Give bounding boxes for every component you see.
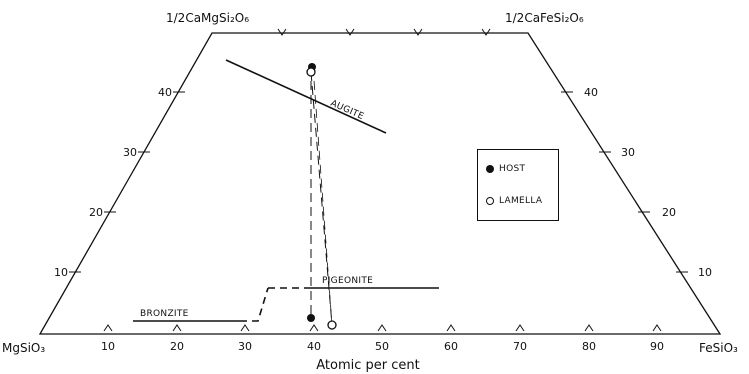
augite-line (225, 59, 387, 134)
bottom-edge-ticks (103, 324, 662, 332)
top-edge-ticks (277, 28, 491, 36)
left-tick-labels: 10 20 30 40 (54, 86, 172, 279)
corner-label-bottom-right: FeSiO₃ (699, 341, 738, 355)
lamella-point-augite (306, 67, 316, 77)
bronzite-label: BRONZITE (140, 309, 189, 319)
right-tick-label: 10 (698, 266, 712, 279)
left-tick-label: 20 (89, 206, 103, 219)
right-tick-label: 20 (662, 206, 676, 219)
left-tick-label: 30 (123, 146, 137, 159)
pigeonite-label: PIGEONITE (322, 276, 373, 286)
legend: HOST LAMELLA (477, 149, 559, 221)
left-tick-label: 10 (54, 266, 68, 279)
bottom-tick-label: 90 (650, 340, 664, 353)
bottom-tick-label: 60 (444, 340, 458, 353)
bottom-tick-label: 40 (307, 340, 321, 353)
open-circle-icon (486, 197, 494, 205)
right-edge-ticks (561, 91, 688, 273)
legend-item-lamella: LAMELLA (486, 196, 542, 206)
bottom-tick-label: 80 (582, 340, 596, 353)
bottom-tick-label: 30 (238, 340, 252, 353)
corner-label-top-right: 1/2CaFeSi₂O₆ (505, 11, 584, 25)
right-tick-labels: 10 20 30 40 (584, 86, 712, 279)
host-point-low-ca (307, 314, 315, 322)
left-tick-label: 40 (158, 86, 172, 99)
bronzite-step-dashed (240, 287, 269, 322)
legend-label-lamella: LAMELLA (499, 196, 543, 206)
right-tick-label: 40 (584, 86, 598, 99)
corner-label-bottom-left: MgSiO₃ (2, 341, 45, 355)
augite-label: AUGITE (329, 99, 365, 123)
lamella-tie-line (310, 71, 333, 326)
legend-item-host: HOST (486, 164, 525, 174)
bottom-tick-label: 20 (170, 340, 184, 353)
legend-label-host: HOST (499, 164, 526, 174)
bottom-tick-label: 10 (101, 340, 115, 353)
lamella-point-low-ca (327, 320, 337, 330)
left-edge-ticks (69, 91, 185, 273)
corner-label-top-left: 1/2CaMgSi₂O₆ (166, 11, 249, 25)
filled-circle-icon (486, 165, 494, 173)
quadrilateral-outline (38, 32, 722, 335)
right-tick-label: 30 (621, 146, 635, 159)
axis-title: Atomic per cent (316, 358, 419, 373)
host-connector (312, 66, 333, 326)
bottom-tick-label: 50 (375, 340, 389, 353)
bottom-tick-label: 70 (513, 340, 527, 353)
bottom-tick-labels: 10 20 30 40 50 60 70 80 90 (101, 340, 664, 353)
